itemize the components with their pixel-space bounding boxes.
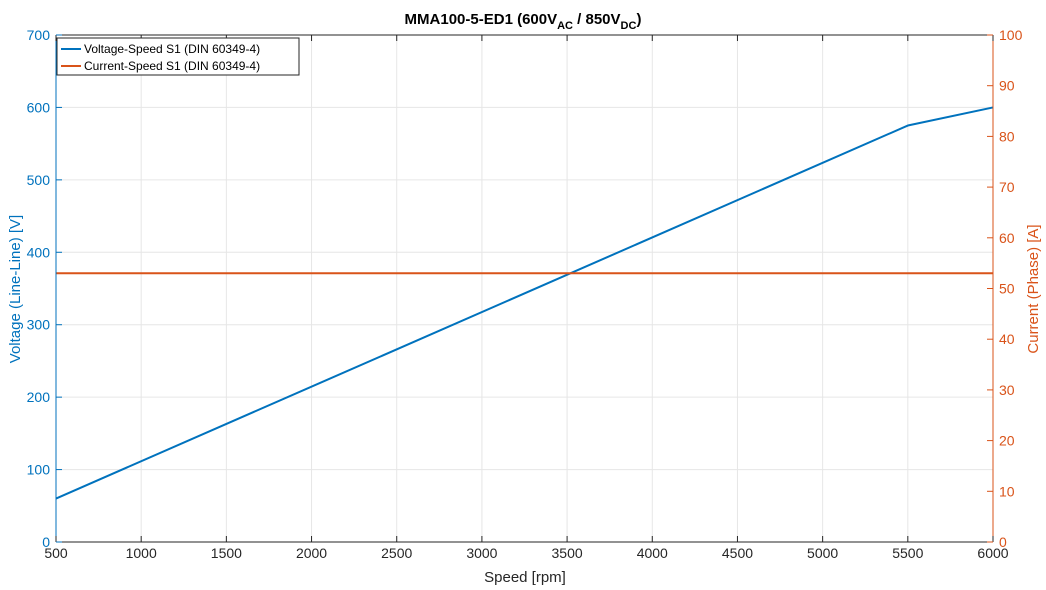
title-end: ) — [636, 11, 641, 28]
y-right-tick-label: 10 — [999, 483, 1015, 499]
x-tick-label: 6000 — [977, 545, 1008, 561]
y-axis-left-label: Voltage (Line-Line) [V] — [7, 215, 24, 363]
y-right-tick-label: 20 — [999, 433, 1015, 449]
y-left-tick-label: 600 — [27, 99, 51, 115]
x-tick-label: 3500 — [552, 545, 583, 561]
y-left-tick-label: 100 — [27, 462, 51, 478]
y-left-tick-label: 500 — [27, 172, 51, 188]
legend-label-voltage: Voltage-Speed S1 (DIN 60349-4) — [84, 42, 260, 56]
ticks-layer: 500 1000 1500 2000 2500 3000 3500 4000 4500 5000 5… — [27, 27, 1023, 561]
series-layer — [55, 106, 994, 500]
axes-layer — [55, 34, 994, 543]
x-tick-label: 3000 — [466, 545, 497, 561]
x-tick-label: 1000 — [126, 545, 157, 561]
legend-label-current: Current-Speed S1 (DIN 60349-4) — [84, 59, 260, 73]
title-sub-dc: DC — [621, 20, 637, 32]
x-tick-label: 4500 — [722, 545, 753, 561]
y-left-tick-label: 300 — [27, 317, 51, 333]
y-right-tick-label: 70 — [999, 179, 1015, 195]
y-right-tick-label: 0 — [999, 534, 1007, 550]
y-axis-right-label: Current (Phase) [A] — [1025, 224, 1042, 353]
y-right-tick-label: 90 — [999, 78, 1015, 94]
y-right-tick-label: 80 — [999, 128, 1015, 144]
y-left-tick-label: 700 — [27, 27, 51, 43]
legend-box — [56, 37, 300, 76]
title-sub-ac: AC — [557, 20, 573, 32]
y-right-tick-label: 60 — [999, 230, 1015, 246]
y-right-tick-label: 100 — [999, 27, 1023, 43]
y-left-tick-label: 400 — [27, 244, 51, 260]
x-tick-label: 2500 — [381, 545, 412, 561]
y-left-tick-label: 0 — [42, 534, 50, 550]
x-axis-label: Speed [rpm] — [484, 569, 566, 586]
x-tick-label: 4000 — [637, 545, 668, 561]
title-main: MMA100-5-ED1 (600V — [405, 11, 558, 28]
grid-layer — [55, 34, 994, 543]
x-tick-label: 1500 — [211, 545, 242, 561]
x-tick-label: 5500 — [892, 545, 923, 561]
y-right-tick-label: 30 — [999, 382, 1015, 398]
y-right-tick-label: 40 — [999, 331, 1015, 347]
chart-title: MMA100-5-ED1 (600VAC / 850VDC) — [405, 11, 642, 32]
x-tick-label: 5000 — [807, 545, 838, 561]
y-left-tick-label: 200 — [27, 389, 51, 405]
title-mid: / 850V — [573, 11, 621, 28]
series-line-voltage-speed — [55, 106, 994, 500]
y-right-tick-label: 50 — [999, 281, 1015, 297]
x-tick-label: 2000 — [296, 545, 327, 561]
x-tick-label: 500 — [44, 545, 68, 561]
legend: Voltage-Speed S1 (DIN 60349-4) Current-S… — [56, 37, 300, 76]
